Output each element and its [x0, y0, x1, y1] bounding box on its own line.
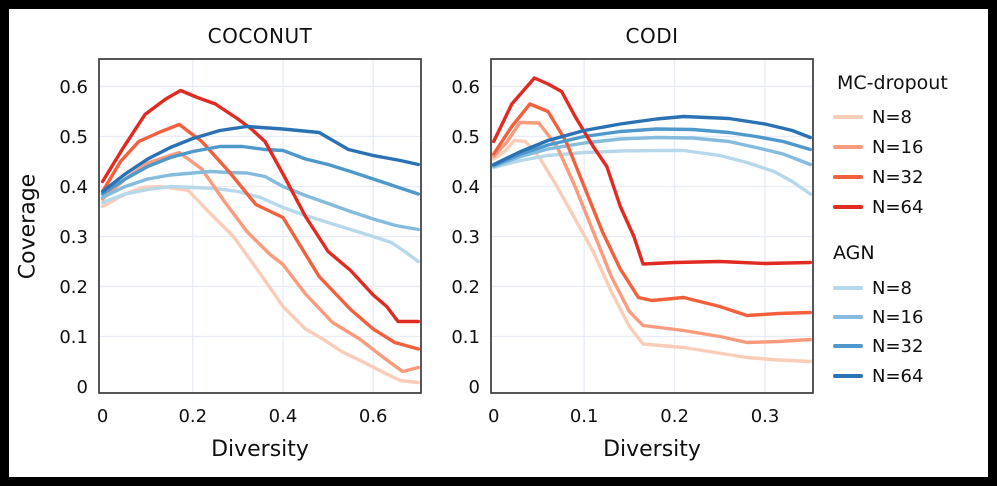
x-tick-label: 0.2: [660, 406, 689, 427]
legend-group-title-mc-dropout: MC-dropout: [837, 72, 948, 94]
y-tick-label: 0.6: [451, 77, 480, 98]
legend-item-label: N=64: [872, 196, 924, 218]
y-tick-label: 0.3: [451, 227, 480, 248]
legend-item: N=32: [833, 335, 923, 357]
series-line-mc-dropout-n-64: [492, 76, 812, 266]
legend-item-label: N=32: [872, 335, 924, 357]
legend-line-mc-n32-icon: [833, 175, 863, 179]
legend-group-title-agn: AGN: [833, 242, 875, 264]
x-tick-label: 0.4: [269, 406, 298, 427]
x-tick-label: 0: [97, 406, 108, 427]
x-tick-label: 0.2: [178, 406, 207, 427]
x-axis-label-diversity-right: Diversity: [603, 437, 701, 462]
legend-item-label: N=64: [872, 365, 924, 387]
y-tick-label: 0.6: [59, 77, 88, 98]
series-line-mc-dropout-n-32: [100, 122, 420, 351]
legend-item: N=64: [833, 365, 923, 387]
legend-line-mc-n64-icon: [833, 205, 863, 209]
y-tick-label: 0.3: [59, 227, 88, 248]
plot-title-coconut: COCONUT: [207, 24, 313, 48]
y-tick-label: 0.1: [59, 327, 88, 348]
legend-line-mc-n16-icon: [833, 145, 863, 149]
series-line-agn-n-8: [492, 148, 812, 196]
y-tick-label: 0.4: [451, 177, 480, 198]
series-line-mc-dropout-n-8: [100, 184, 420, 385]
series-line-agn-n-64: [100, 124, 420, 194]
axes-frame: [98, 58, 422, 394]
series-line-mc-dropout-n-32: [492, 102, 812, 318]
legend-line-agn-n64-icon: [833, 374, 863, 378]
x-axis-label-diversity-left: Diversity: [211, 437, 309, 462]
y-tick-label: 0.4: [59, 177, 88, 198]
plot-title-codi: CODI: [625, 24, 679, 48]
x-tick-label: 0.1: [570, 406, 599, 427]
legend-item: N=32: [833, 166, 923, 188]
x-tick-label: 0.6: [359, 406, 388, 427]
series-line-mc-dropout-n-8: [492, 138, 812, 364]
legend-line-mc-n8-icon: [833, 115, 863, 119]
y-tick-label: 0.5: [451, 127, 480, 148]
legend-item-label: N=32: [872, 166, 924, 188]
x-tick-label: 0.3: [751, 406, 780, 427]
axes-frame: [490, 58, 814, 394]
legend-line-agn-n16-icon: [833, 315, 863, 319]
legend-item-label: N=8: [872, 106, 912, 128]
series-line-mc-dropout-n-16: [492, 120, 812, 345]
y-tick-label: 0.1: [451, 327, 480, 348]
legend-line-agn-n32-icon: [833, 344, 863, 348]
legend-line-agn-n8-icon: [833, 286, 863, 290]
legend-item-label: N=16: [872, 136, 924, 158]
plot-coconut: 0 0.2 0.4 0.6 0 0.1 0.2 0.3 0.4 0.5 0.6: [59, 58, 422, 427]
series-line-mc-dropout-n-64: [100, 88, 420, 324]
x-tick-label: 0: [488, 406, 499, 427]
series-line-mc-dropout-n-16: [100, 150, 420, 374]
legend-item: N=8: [833, 277, 912, 299]
series-line-agn-n-32: [492, 127, 812, 168]
legend-item: N=64: [833, 196, 923, 218]
series-line-agn-n-32: [100, 144, 420, 196]
series-line-agn-n-16: [492, 135, 812, 169]
series-line-agn-n-64: [492, 114, 812, 167]
y-tick-label: 0.2: [59, 277, 88, 298]
y-tick-label: 0: [469, 377, 480, 398]
legend-item: N=16: [833, 136, 923, 158]
y-tick-label: 0.5: [59, 127, 88, 148]
y-tick-label: 0.2: [451, 277, 480, 298]
y-tick-label: 0: [77, 377, 88, 398]
plot-codi: 0 0.1 0.2 0.3 0 0.1 0.2 0.3 0.4 0.5 0.6: [451, 58, 814, 427]
legend-item: N=8: [833, 106, 912, 128]
series-line-agn-n-16: [100, 169, 420, 232]
series-line-agn-n-8: [100, 184, 420, 264]
legend-item-label: N=8: [872, 277, 912, 299]
legend-item: N=16: [833, 306, 923, 328]
legend-item-label: N=16: [872, 306, 924, 328]
